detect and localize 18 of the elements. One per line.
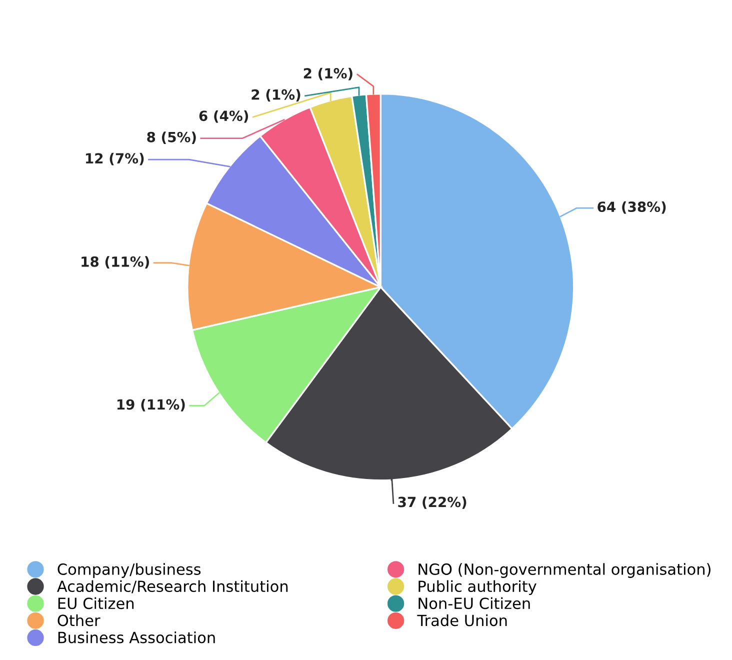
legend-label: Other <box>58 614 100 626</box>
legend-label: Company/business <box>58 563 201 578</box>
legend-label: Public authority <box>418 580 536 596</box>
legend-label: Academic/Research Institution <box>57 580 288 594</box>
data-label: 18 (11%) <box>82 256 149 269</box>
data-label: 6 (4%) <box>199 110 248 123</box>
legend-label: Business Association <box>58 631 215 644</box>
data-label: 64 (38%) <box>598 201 666 214</box>
data-label: 2 (1%) <box>252 89 300 102</box>
data-label: 12 (7%) <box>86 152 144 166</box>
legend-label: Trade Union <box>417 614 507 626</box>
data-label: 8 (5%) <box>147 132 196 144</box>
legend-label: Non-EU Citizen <box>418 597 530 610</box>
data-label: 37 (22%) <box>398 496 466 509</box>
legend-label: EU Citizen <box>58 597 134 610</box>
data-label: 19 (11%) <box>117 398 185 412</box>
legend-label: NGO (Non-governmental organisation) <box>418 563 710 578</box>
data-label: 2 (1%) <box>304 68 352 80</box>
